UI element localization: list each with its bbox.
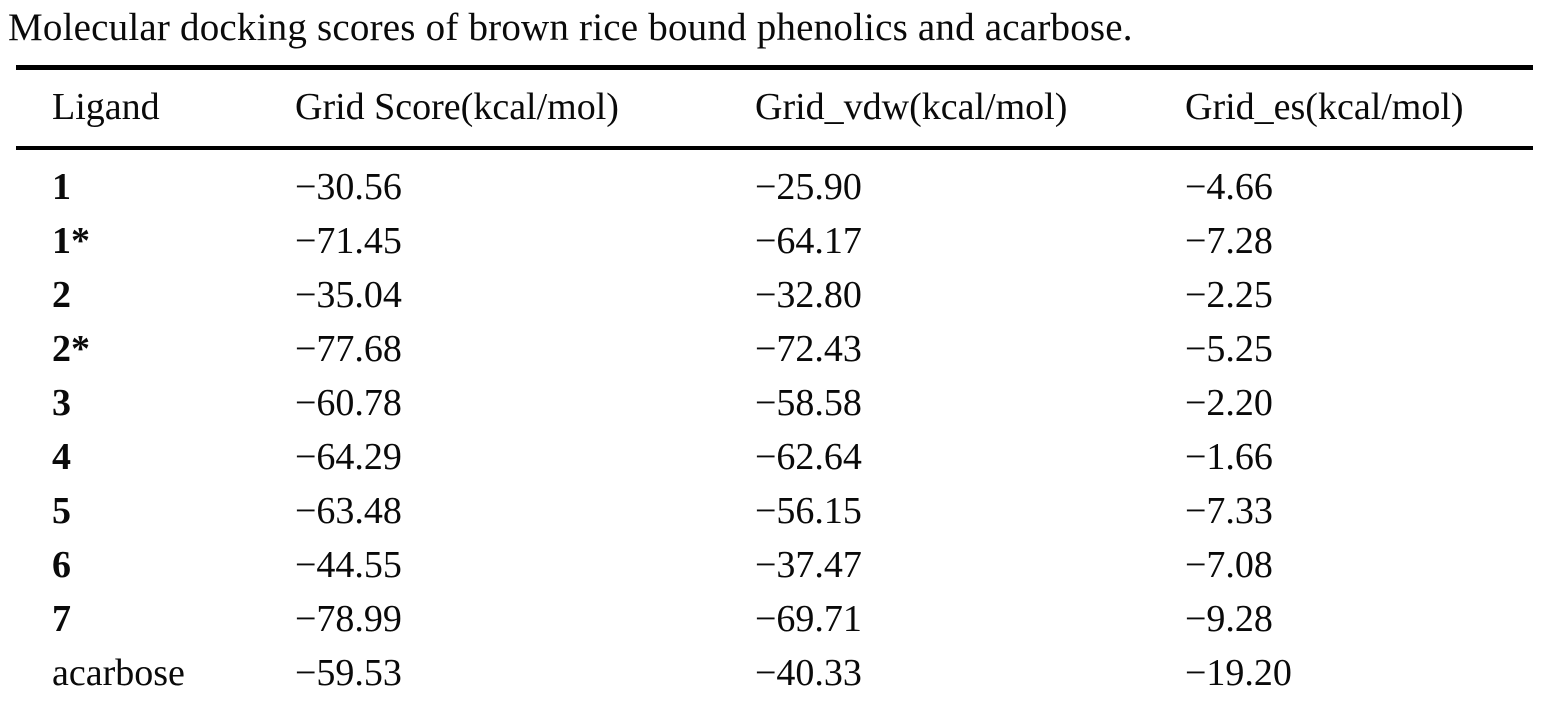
column-header-grid-es: Grid_es(kcal/mol)	[1185, 86, 1464, 128]
column-header-grid-vdw: Grid_vdw(kcal/mol)	[755, 86, 1068, 128]
ligand-cell: 2*	[52, 328, 90, 370]
grid-es-cell: −4.66	[1185, 166, 1273, 208]
grid-score-cell: −71.45	[295, 220, 402, 262]
grid-es-cell: −1.66	[1185, 436, 1273, 478]
grid-es-cell: −7.08	[1185, 544, 1273, 586]
table-row: acarbose −59.53 −40.33 −19.20	[16, 646, 1533, 708]
ligand-cell: 1	[52, 166, 71, 208]
ligand-cell: 3	[52, 382, 71, 424]
grid-vdw-cell: −64.17	[755, 220, 862, 262]
grid-es-cell: −2.20	[1185, 382, 1273, 424]
grid-score-cell: −78.99	[295, 598, 402, 640]
ligand-cell: acarbose	[52, 652, 185, 694]
grid-vdw-cell: −32.80	[755, 274, 862, 316]
grid-es-cell: −5.25	[1185, 328, 1273, 370]
grid-vdw-cell: −37.47	[755, 544, 862, 586]
grid-score-cell: −64.29	[295, 436, 402, 478]
grid-vdw-cell: −72.43	[755, 328, 862, 370]
grid-es-cell: −7.33	[1185, 490, 1273, 532]
table-row: 2* −77.68 −72.43 −5.25	[16, 322, 1533, 376]
docking-scores-table: Ligand Grid Score(kcal/mol) Grid_vdw(kca…	[16, 65, 1533, 708]
grid-score-cell: −77.68	[295, 328, 402, 370]
grid-score-cell: −63.48	[295, 490, 402, 532]
ligand-cell: 1*	[52, 220, 90, 262]
grid-score-cell: −35.04	[295, 274, 402, 316]
grid-es-cell: −7.28	[1185, 220, 1273, 262]
grid-vdw-cell: −40.33	[755, 652, 862, 694]
ligand-cell: 6	[52, 544, 71, 586]
grid-vdw-cell: −69.71	[755, 598, 862, 640]
grid-score-cell: −44.55	[295, 544, 402, 586]
table-row: 1* −71.45 −64.17 −7.28	[16, 214, 1533, 268]
ligand-cell: 4	[52, 436, 71, 478]
table-header: Ligand Grid Score(kcal/mol) Grid_vdw(kca…	[16, 68, 1533, 148]
table-row: 3 −60.78 −58.58 −2.20	[16, 376, 1533, 430]
ligand-cell: 2	[52, 274, 71, 316]
grid-score-cell: −60.78	[295, 382, 402, 424]
table-row: 4 −64.29 −62.64 −1.66	[16, 430, 1533, 484]
column-header-grid-score: Grid Score(kcal/mol)	[295, 86, 619, 128]
grid-score-cell: −59.53	[295, 652, 402, 694]
table-row: 7 −78.99 −69.71 −9.28	[16, 592, 1533, 646]
grid-vdw-cell: −62.64	[755, 436, 862, 478]
grid-vdw-cell: −58.58	[755, 382, 862, 424]
ligand-cell: 5	[52, 490, 71, 532]
header-row: Ligand Grid Score(kcal/mol) Grid_vdw(kca…	[16, 68, 1533, 148]
grid-vdw-cell: −25.90	[755, 166, 862, 208]
table-caption: Molecular docking scores of brown rice b…	[8, 6, 1133, 49]
table-body: 1 −30.56 −25.90 −4.66 1* −71.45 −64.17 −…	[16, 148, 1533, 708]
table-row: 5 −63.48 −56.15 −7.33	[16, 484, 1533, 538]
grid-es-cell: −2.25	[1185, 274, 1273, 316]
grid-score-cell: −30.56	[295, 166, 402, 208]
grid-es-cell: −19.20	[1185, 652, 1292, 694]
grid-es-cell: −9.28	[1185, 598, 1273, 640]
column-header-ligand: Ligand	[52, 86, 160, 128]
table-row: 1 −30.56 −25.90 −4.66	[16, 148, 1533, 214]
grid-vdw-cell: −56.15	[755, 490, 862, 532]
table-row: 6 −44.55 −37.47 −7.08	[16, 538, 1533, 592]
table-row: 2 −35.04 −32.80 −2.25	[16, 268, 1533, 322]
ligand-cell: 7	[52, 598, 71, 640]
